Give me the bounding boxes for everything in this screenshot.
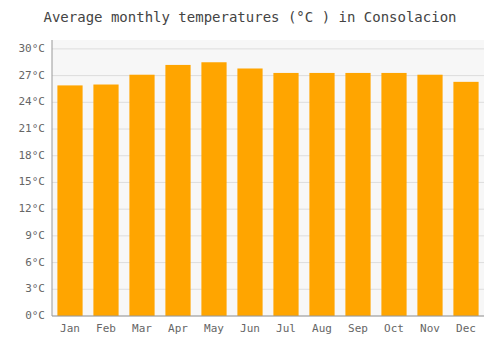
y-tick-label: 18°C (19, 149, 46, 162)
x-tick-label: Sep (348, 322, 368, 335)
grid-line (52, 48, 484, 49)
bar (453, 82, 478, 316)
y-tick-label: 12°C (19, 202, 46, 215)
bar (381, 73, 406, 316)
page: {"chart_data": {"type": "bar", "title": … (0, 0, 500, 350)
bar (309, 73, 334, 316)
grid-line (52, 316, 484, 317)
y-tick-label: 15°C (19, 175, 46, 188)
y-tick-label: 6°C (25, 256, 45, 269)
chart-title: Average monthly temperatures (°C ) in Co… (43, 9, 456, 25)
y-tick-label: 27°C (19, 69, 46, 82)
x-tick-label: Dec (456, 322, 476, 335)
bar (165, 65, 190, 316)
x-tick-label: May (204, 322, 224, 335)
y-tick-label: 9°C (25, 229, 45, 242)
bars (57, 62, 478, 316)
bar (201, 62, 226, 316)
x-tick-label: Feb (96, 322, 116, 335)
bar (417, 75, 442, 316)
x-tick-label: Jan (60, 322, 80, 335)
bar (93, 85, 118, 316)
y-tick-label: 0°C (25, 309, 45, 322)
grid (52, 49, 484, 316)
bar (345, 73, 370, 316)
chart-container: 0°C 3°C 6°C 9°C 12°C 15°C 18°C 21°C 24°C 27°C 30°C… (0, 0, 500, 350)
x-tick-label: Oct (384, 322, 404, 335)
bar (129, 75, 154, 316)
x-axis: Jan Feb Mar Apr May Jun Jul Aug Sep Oct Nov Dec (52, 316, 484, 335)
y-tick-label: 30°C (19, 42, 46, 55)
y-tick-label: 3°C (25, 282, 45, 295)
y-axis-line (52, 40, 53, 316)
x-tick-label: Mar (132, 322, 152, 335)
y-tick-label: 21°C (19, 122, 46, 135)
chart-svg: 0°C 3°C 6°C 9°C 12°C 15°C 18°C 21°C 24°C 27°C 30°C… (0, 0, 500, 350)
y-axis: 0°C 3°C 6°C 9°C 12°C 15°C 18°C 21°C 24°C 27°C 30°C (19, 40, 53, 322)
bar (273, 73, 298, 316)
x-tick-label: Nov (420, 322, 440, 335)
bar (57, 85, 82, 316)
x-tick-label: Aug (312, 322, 332, 335)
x-axis-line (52, 316, 484, 317)
y-tick-label: 24°C (19, 95, 46, 108)
x-tick-label: Jun (240, 322, 260, 335)
x-tick-label: Apr (168, 322, 188, 335)
x-tick-label: Jul (276, 322, 296, 335)
plot-background (52, 40, 484, 316)
bar (237, 68, 262, 316)
